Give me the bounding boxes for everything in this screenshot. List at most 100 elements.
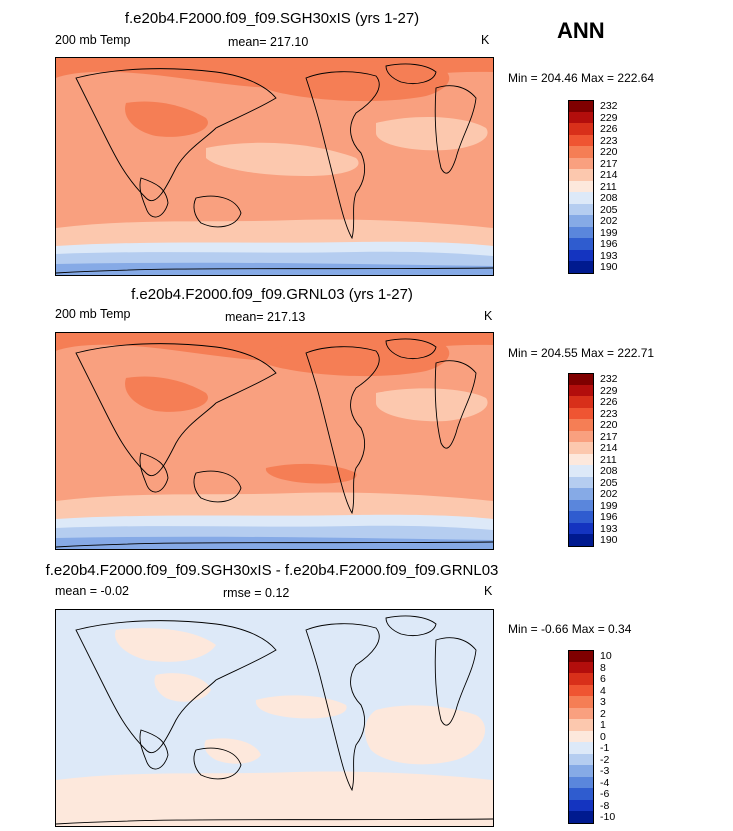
- colorbar-tick-label: 0: [600, 730, 606, 743]
- colorbar-box: [568, 261, 594, 274]
- colorbar-tick-label: 8: [600, 661, 606, 674]
- field-0-1-e: [204, 738, 261, 764]
- colorbar-tick-label: 217: [600, 430, 618, 443]
- field-220-223-arctic: [260, 336, 450, 377]
- field-214-217-pacific: [206, 142, 359, 176]
- panel-2-units: K: [484, 309, 493, 323]
- colorbar-box: [568, 226, 594, 239]
- colorbar-tick-label: 223: [600, 134, 618, 147]
- colorbar-tick-label: 202: [600, 215, 618, 227]
- colorbar-box: [568, 684, 594, 697]
- colorbar-box: [568, 123, 594, 136]
- colorbar-tick-label: -4: [600, 776, 610, 789]
- colorbar-box: [568, 169, 594, 182]
- colorbar-box: [568, 765, 594, 778]
- panel-1-mean-label: mean= 217.10: [228, 35, 309, 49]
- colorbar-box: [568, 476, 594, 489]
- colorbar-box: [568, 788, 594, 801]
- colorbar-tick-label: -8: [600, 799, 610, 812]
- panel-3-mean-label: mean = -0.02: [55, 584, 130, 598]
- field-220-223-arctic: [260, 61, 450, 102]
- colorbar-box: [568, 753, 594, 766]
- colorbar-box: [568, 419, 594, 432]
- colorbar-tick-label: 208: [600, 465, 618, 477]
- colorbar-box: [568, 157, 594, 170]
- colorbar-box: [568, 238, 594, 251]
- panel-2-variable-label: 200 mb Temp: [55, 307, 131, 321]
- colorbar-box: [568, 111, 594, 124]
- colorbar-box: [568, 696, 594, 709]
- colorbar-tick-label: 232: [600, 373, 618, 385]
- colorbar-box: [568, 396, 594, 409]
- colorbar-tick-label: 190: [600, 534, 618, 546]
- field-220-223-asia: [125, 101, 208, 137]
- field-0-1-c: [255, 695, 347, 719]
- colorbar-tick-label: 196: [600, 238, 618, 250]
- field-214-217-atlantic: [376, 388, 488, 422]
- field-0-1-south: [56, 771, 493, 826]
- colorbar-tick-label: 229: [600, 384, 618, 397]
- coastlines: [56, 615, 493, 825]
- colorbar-box: [568, 488, 594, 501]
- colorbar-tick-label: 1: [600, 719, 606, 731]
- field-0-1-b: [154, 673, 211, 702]
- colorbar-box: [568, 442, 594, 455]
- panel-3-minmax: Min = -0.66 Max = 0.34: [508, 622, 632, 636]
- colorbar-tick-label: 208: [600, 192, 618, 204]
- colorbar-box: [568, 203, 594, 216]
- colorbar-box: [568, 811, 594, 824]
- colorbar-tick-label: 193: [600, 249, 618, 262]
- colorbar-tick-label: 6: [600, 673, 606, 685]
- panel-1-map: [55, 57, 494, 276]
- field-0-1-a: [115, 628, 216, 662]
- field-220-223-pacific: [265, 463, 357, 484]
- colorbar-tick-label: 3: [600, 696, 606, 708]
- colorbar-box: [568, 719, 594, 732]
- panel-2-minmax: Min = 204.55 Max = 222.71: [508, 346, 655, 360]
- colorbar-box: [568, 661, 594, 674]
- panel-1-title: f.e20b4.F2000.f09_f09.SGH30xIS (yrs 1-27…: [124, 10, 420, 27]
- colorbar-tick-label: 10: [600, 650, 612, 662]
- colorbar-box: [568, 522, 594, 535]
- colorbar-tick-label: 214: [600, 442, 618, 454]
- colorbar-tick-label: -10: [600, 811, 616, 823]
- colorbar-tick-label: 223: [600, 407, 618, 420]
- colorbar-box: [568, 134, 594, 147]
- colorbar-tick-label: 226: [600, 396, 618, 408]
- colorbar-box: [568, 407, 594, 420]
- colorbar-tick-label: 220: [600, 146, 618, 158]
- colorbar-box: [568, 673, 594, 686]
- panel-3-map: [55, 609, 494, 827]
- colorbar-box: [568, 776, 594, 789]
- colorbar-tick-label: 205: [600, 203, 618, 216]
- colorbar-tick-label: 217: [600, 157, 618, 170]
- colorbar-tick-label: 229: [600, 111, 618, 124]
- colorbar-box: [568, 180, 594, 193]
- season-label: ANN: [557, 18, 605, 43]
- colorbar-tick-label: 4: [600, 684, 606, 697]
- colorbar-box: [568, 430, 594, 443]
- colorbar-box: [568, 100, 594, 113]
- colorbar-tick-label: 196: [600, 511, 618, 523]
- field-214-217-atlantic: [376, 116, 488, 151]
- panel-1-minmax: Min = 204.46 Max = 222.64: [508, 71, 655, 85]
- panel-2-map: [55, 332, 494, 550]
- colorbar-tick-label: -3: [600, 765, 610, 777]
- colorbar-box: [568, 249, 594, 262]
- colorbar-box: [568, 499, 594, 512]
- colorbar-tick-label: 214: [600, 169, 618, 181]
- colorbar-tick-label: 232: [600, 100, 618, 112]
- colorbar-box: [568, 453, 594, 466]
- colorbar-box: [568, 373, 594, 386]
- panel-2-mean-label: mean= 217.13: [225, 310, 306, 324]
- colorbar-box: [568, 730, 594, 743]
- colorbar-box: [568, 511, 594, 524]
- colorbar-tick-label: -1: [600, 742, 610, 754]
- panel-2-title: f.e20b4.F2000.f09_f09.GRNL03 (yrs 1-27): [131, 286, 413, 303]
- panel-3-title: f.e20b4.F2000.f09_f09.SGH30xIS - f.e20b4…: [45, 562, 499, 579]
- colorbar-box: [568, 465, 594, 478]
- field-220-223-asia: [125, 376, 208, 412]
- colorbar-tick-label: 199: [600, 499, 618, 512]
- colorbar-box: [568, 707, 594, 720]
- colorbar-box: [568, 192, 594, 205]
